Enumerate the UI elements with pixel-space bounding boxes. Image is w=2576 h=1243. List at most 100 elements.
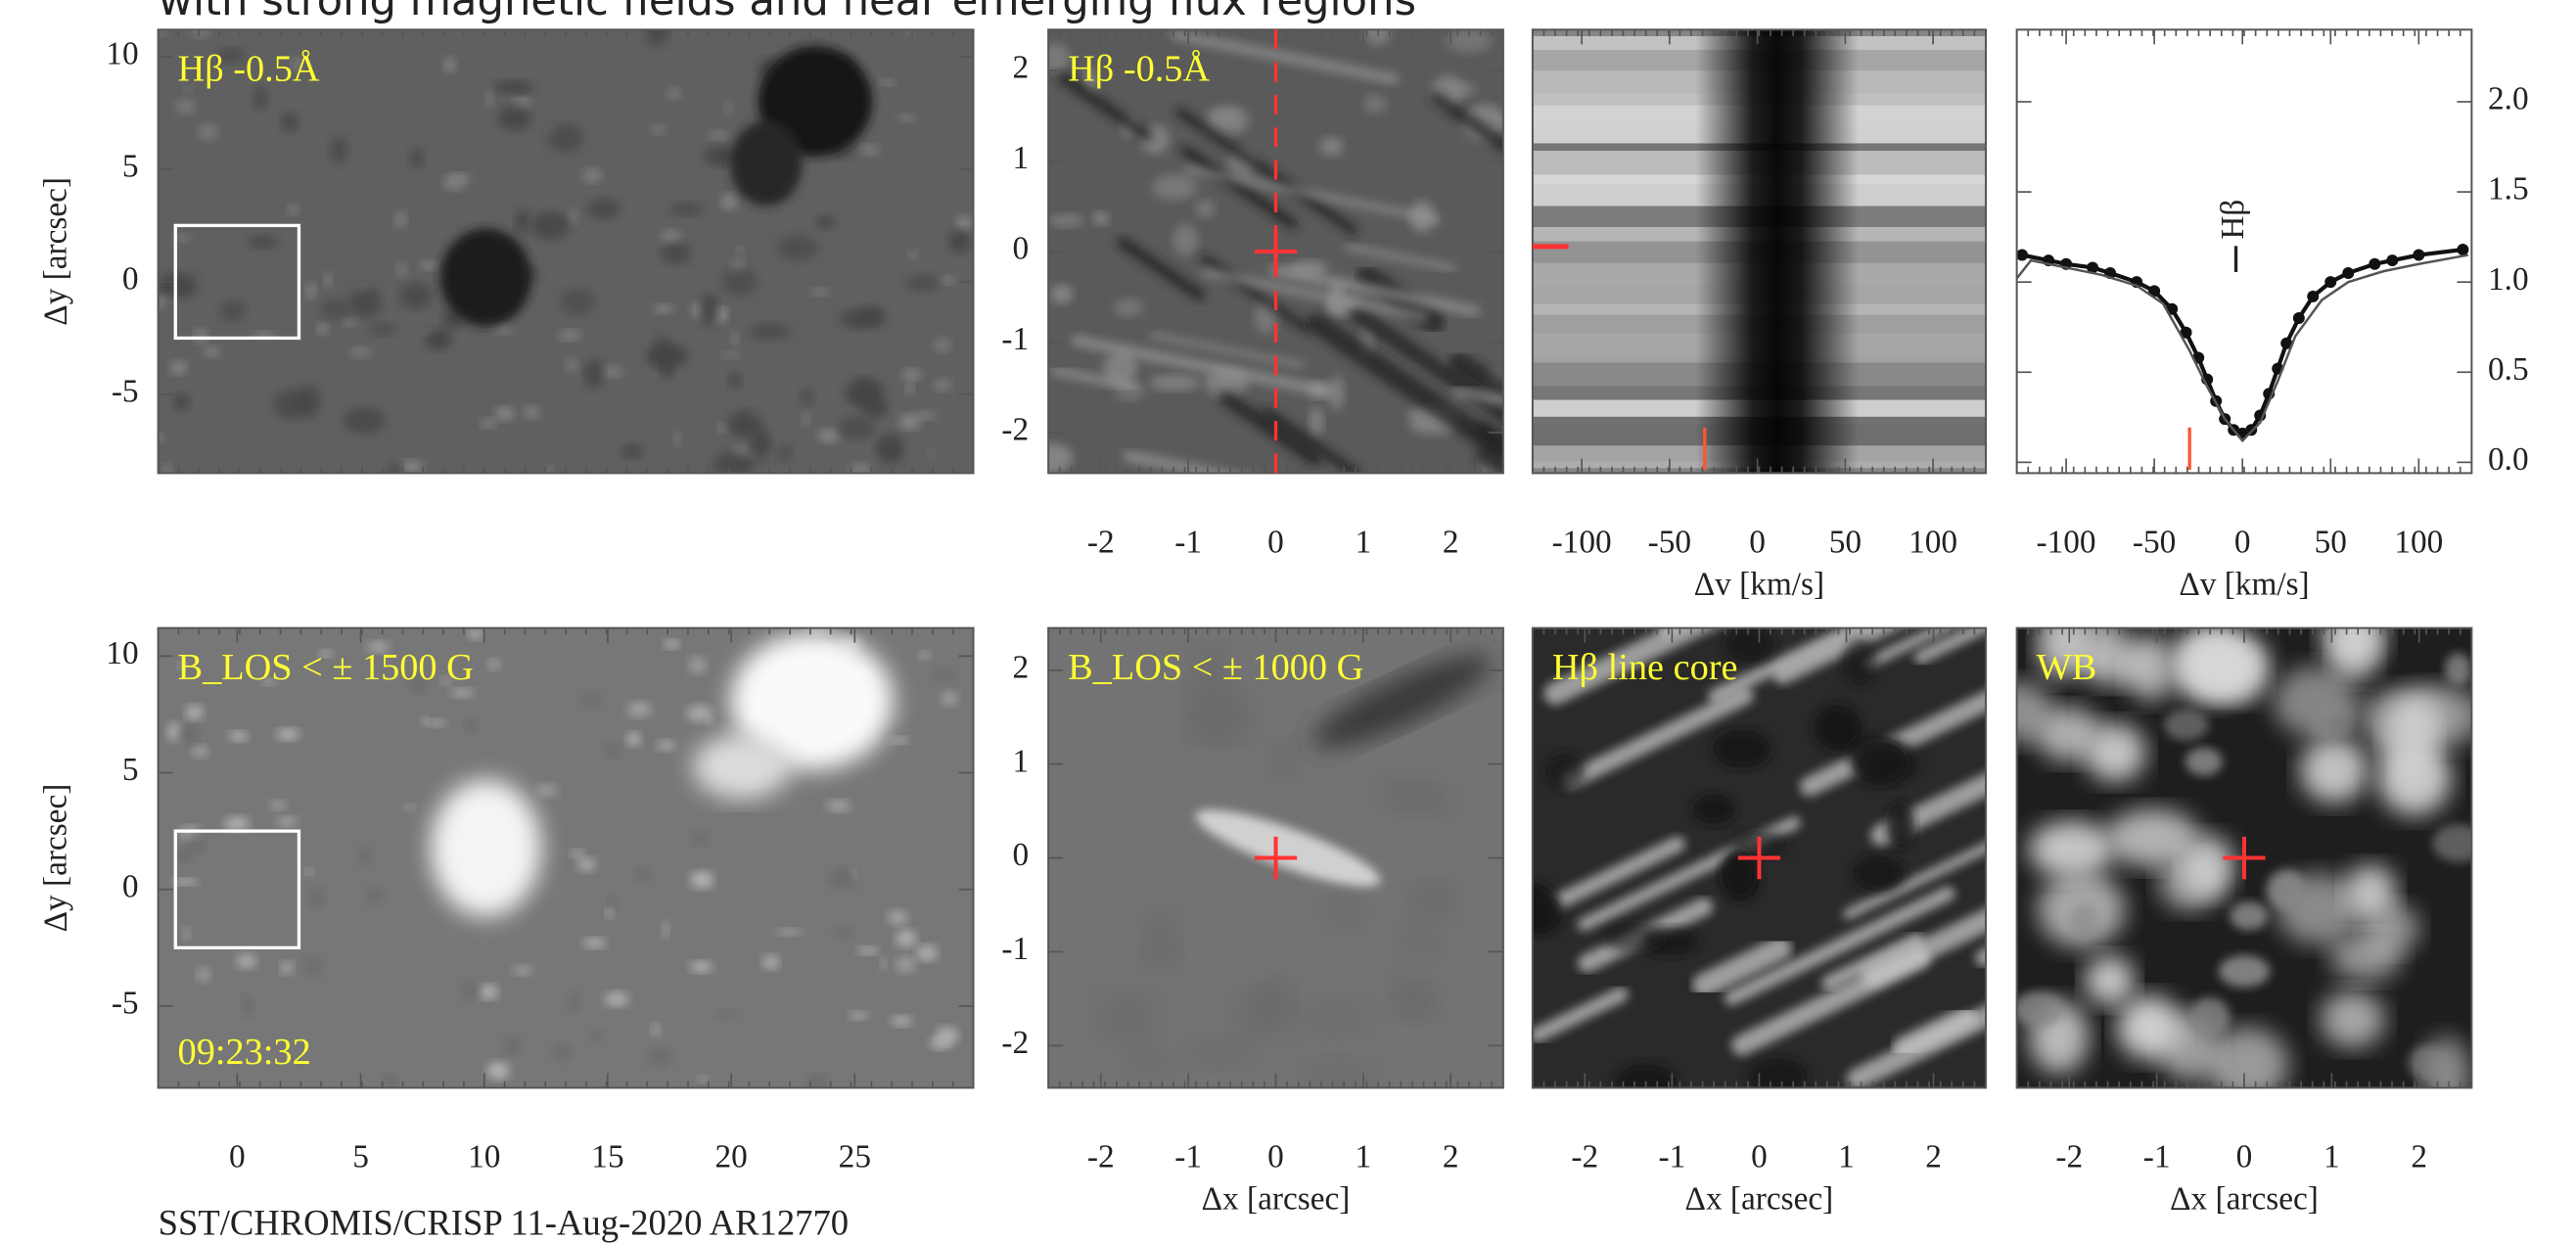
texture — [1814, 704, 1863, 752]
texture — [441, 175, 452, 189]
texture — [582, 168, 602, 183]
texture — [1364, 29, 1392, 46]
texture — [1193, 692, 1252, 746]
line-label: Hβ — [2215, 200, 2251, 240]
y-tick-label: 0.5 — [2488, 351, 2529, 388]
texture — [724, 101, 733, 115]
y-tick-label: 5 — [122, 752, 139, 788]
texture — [891, 1015, 912, 1027]
texture — [818, 429, 840, 442]
texture — [368, 322, 397, 337]
texture — [1364, 94, 1386, 114]
texture — [626, 732, 641, 747]
texture — [713, 451, 755, 474]
texture — [324, 272, 333, 288]
texture — [486, 1062, 510, 1081]
cross — [1254, 836, 1298, 880]
texture — [849, 462, 872, 474]
point — [2180, 326, 2192, 339]
x-axis-label: Δx [arcsec] — [1685, 1181, 1834, 1218]
texture — [815, 214, 836, 230]
texture — [833, 926, 855, 941]
texture — [1852, 855, 1905, 893]
texture — [515, 208, 530, 234]
texture — [590, 1029, 603, 1042]
x-axis-label: Δx [arcsec] — [1202, 1181, 1351, 1218]
texture — [547, 123, 584, 153]
texture — [608, 896, 619, 907]
texture — [236, 953, 256, 969]
plage — [692, 733, 791, 800]
texture — [485, 89, 494, 107]
texture — [667, 87, 681, 100]
texture — [1842, 638, 1877, 686]
texture — [689, 961, 713, 973]
texture — [906, 274, 941, 292]
texture — [736, 247, 744, 254]
point — [2457, 244, 2469, 256]
texture — [570, 849, 585, 858]
texture — [2016, 991, 2064, 1028]
sunspot — [730, 120, 803, 207]
texture — [604, 991, 628, 1007]
texture — [513, 97, 531, 110]
texture — [292, 58, 303, 71]
texture — [560, 289, 596, 316]
point — [2324, 276, 2337, 289]
x-tick-label: -100 — [1552, 524, 1612, 560]
texture — [178, 662, 187, 669]
texture — [330, 136, 348, 164]
texture — [1235, 989, 1290, 1038]
texture — [2069, 902, 2100, 941]
texture — [450, 688, 475, 698]
x-tick-label: 25 — [839, 1138, 871, 1174]
texture — [1397, 923, 1445, 958]
texture — [1449, 351, 1503, 407]
y-tick-label: 0 — [1012, 230, 1029, 266]
texture — [727, 411, 763, 438]
texture — [158, 273, 198, 299]
y-tick-label: 0 — [1012, 837, 1029, 873]
texture — [908, 251, 917, 260]
texture — [1152, 174, 1197, 201]
texture — [492, 323, 513, 334]
texture — [1149, 375, 1200, 391]
line — [2016, 253, 2469, 443]
texture — [2218, 955, 2271, 988]
texture — [927, 449, 936, 457]
x-tick-label: -50 — [2133, 524, 2176, 560]
panel-label: B_LOS < ± 1500 G — [178, 647, 474, 688]
y-tick-label: 2 — [1012, 50, 1029, 86]
texture — [861, 397, 889, 418]
texture — [587, 198, 621, 220]
texture — [934, 379, 952, 391]
texture — [1195, 200, 1216, 218]
y-tick-label: 1 — [1012, 743, 1029, 779]
texture — [551, 1041, 575, 1062]
texture — [1048, 42, 1070, 72]
x-tick-label: 0 — [1267, 1138, 1284, 1174]
texture — [440, 675, 451, 685]
texture — [880, 957, 887, 971]
texture — [270, 800, 287, 810]
texture — [187, 831, 207, 853]
texture — [158, 434, 164, 442]
texture — [261, 678, 276, 686]
texture — [174, 234, 191, 243]
texture — [2300, 737, 2369, 804]
x-tick-label: 50 — [2315, 524, 2347, 560]
x-tick-label: 2 — [1443, 524, 1459, 560]
texture — [1772, 627, 1902, 685]
texture — [1097, 991, 1157, 1043]
texture — [1268, 264, 1480, 317]
texture — [1390, 969, 1428, 1011]
texture — [626, 702, 652, 717]
texture — [645, 29, 668, 47]
texture — [318, 650, 334, 658]
texture — [762, 954, 780, 970]
texture — [468, 627, 483, 640]
texture — [934, 338, 951, 353]
texture — [722, 350, 740, 359]
texture — [545, 465, 554, 474]
texture — [1123, 450, 1242, 474]
